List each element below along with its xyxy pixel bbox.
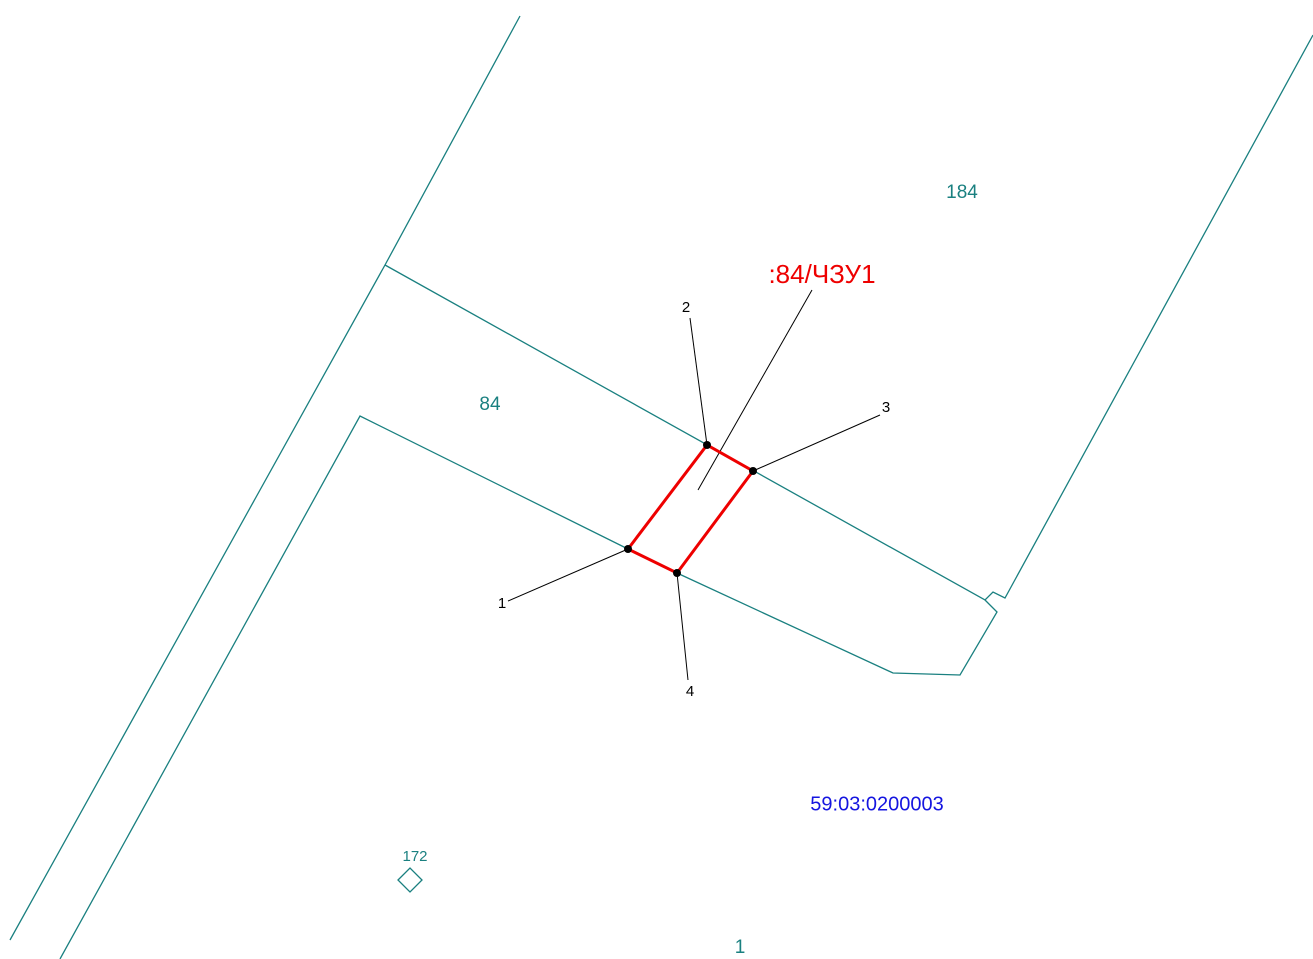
vertex: [703, 441, 711, 449]
point-label: 2: [682, 299, 690, 316]
point-label: 3: [882, 399, 890, 416]
leader: [752, 414, 881, 472]
leader: [689, 317, 708, 446]
boundary: [59, 415, 998, 959]
parcel-label: 1: [735, 937, 746, 958]
vertex: [673, 569, 681, 577]
part-boundary: [625, 443, 756, 575]
point-label: 4: [686, 683, 694, 700]
boundary: [9, 15, 521, 941]
leader: [676, 572, 689, 681]
vertex: [624, 545, 632, 553]
vertex: [749, 467, 757, 475]
leader: [697, 289, 813, 491]
leader: [507, 548, 629, 602]
parcel-label: 84: [479, 394, 501, 415]
quarter-label: 59:03:0200003: [810, 793, 943, 815]
point-label: 1: [498, 595, 506, 612]
leaders: [507, 289, 881, 681]
vertices: [624, 441, 757, 577]
part-label: :84/ЧЗУ1: [768, 259, 875, 289]
parcel-label: 184: [946, 182, 978, 203]
boundary: [384, 34, 1313, 601]
parcel-lines: [9, 15, 1313, 959]
building: [397, 867, 423, 893]
parcel-label: 172: [402, 848, 427, 865]
